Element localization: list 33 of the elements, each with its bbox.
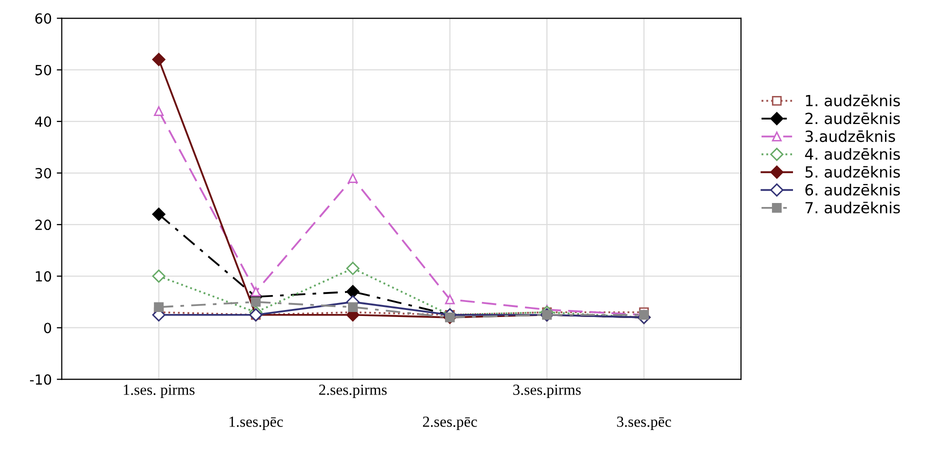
x-tick-label: 1.ses.pēc [230,416,283,430]
legend-label: 5. audzēknis [806,166,900,178]
point [346,262,360,276]
legend-label: 1. audzēknis [806,94,900,106]
legend-label: 7. audzēknis [806,202,900,214]
point [250,286,261,296]
x-tick-label: 1.ses. pirms [124,384,195,398]
y-tick-label: 50 [35,64,52,76]
point [154,106,164,116]
y-tick-label: 40 [35,116,52,127]
point [152,208,166,221]
x-tick-label: 3.ses.pēc [617,416,672,430]
y-tick-label: 20 [35,220,52,230]
point [250,297,261,307]
legend-label: 3.audzēknis [805,130,896,142]
point [154,302,164,312]
x-tick-label: 2.ses.pēc [422,416,477,430]
point [346,285,360,298]
legend-label: 2. audzēknis [805,112,900,124]
legend-label: 4. audzēknis [805,148,900,160]
y-tick-label: 0 [44,322,52,334]
point [445,294,455,304]
point [152,270,166,283]
y-tick-label: -10 [30,374,52,385]
point [348,173,358,184]
y-tick-label: 10 [36,271,52,282]
legend-label: 6. audzēknis [805,184,900,196]
point [152,52,166,66]
x-tick-label: 2.ses.pirms [319,384,387,398]
y-tick-label: 60 [35,13,52,24]
y-tick-label: 30 [35,168,52,178]
x-tick-label: 3.ses.pirms [513,384,581,398]
point [348,302,358,312]
